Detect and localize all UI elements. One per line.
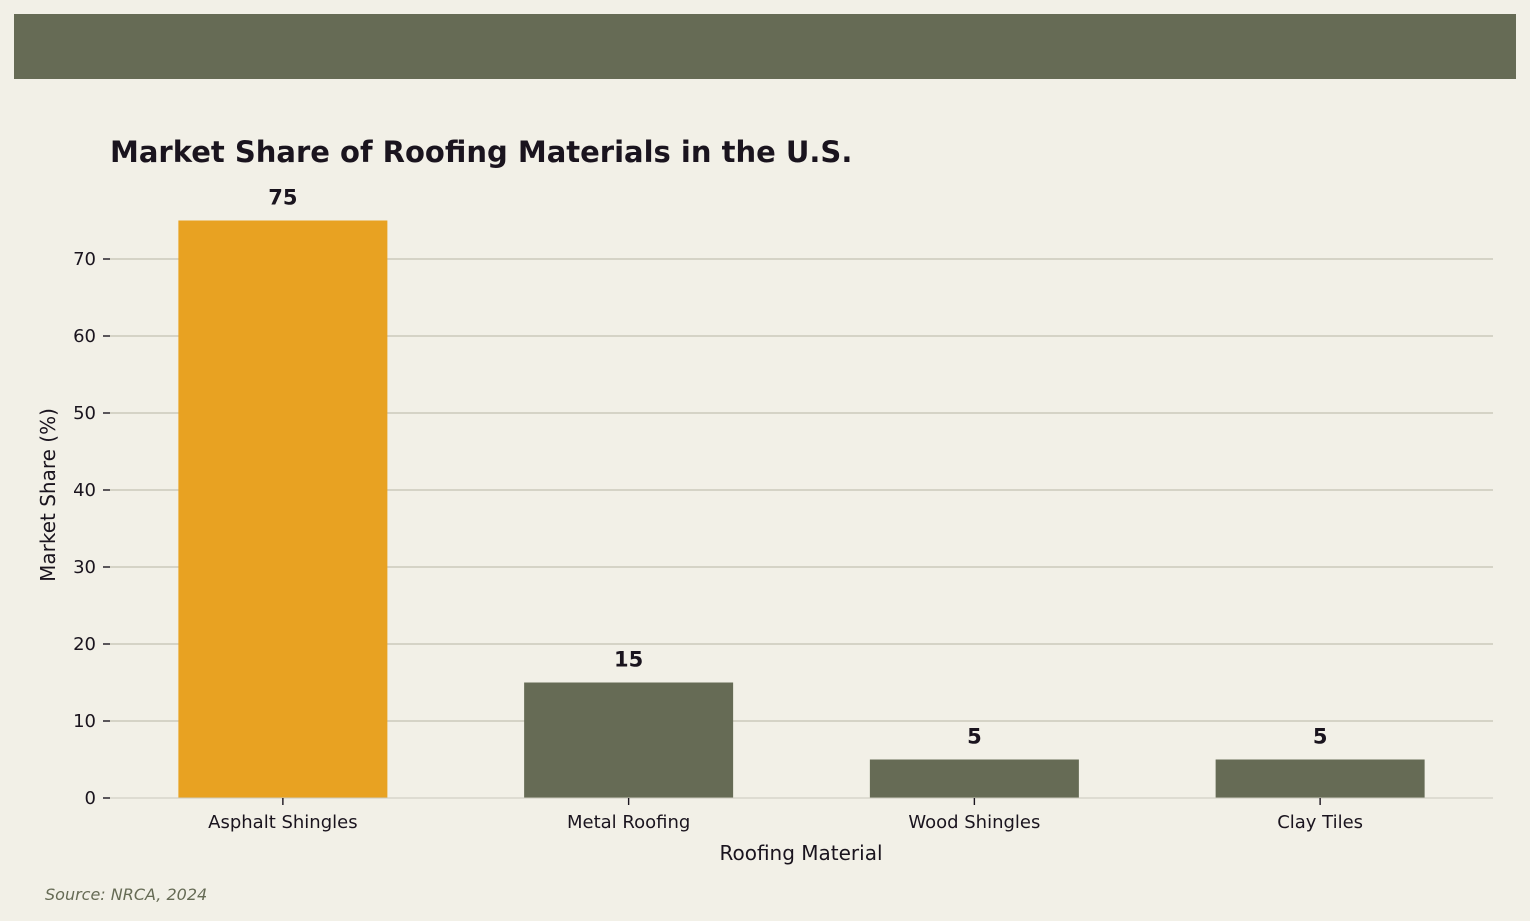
x-tick-label: Asphalt Shingles — [208, 812, 357, 833]
y-tick-label: 0 — [85, 788, 96, 809]
data-label: 5 — [1313, 725, 1328, 749]
x-tick-label: Metal Roofing — [567, 812, 690, 833]
y-tick-label: 50 — [73, 403, 96, 424]
x-axis-label: Roofing Material — [719, 841, 882, 865]
y-tick-label: 70 — [73, 249, 96, 270]
chart-title: Market Share of Roofing Materials in the… — [110, 135, 852, 169]
data-labels: 75 15 5 5 — [268, 186, 1327, 749]
y-tick-label: 40 — [73, 480, 96, 501]
bar — [524, 682, 734, 798]
y-axis-label: Market Share (%) — [36, 408, 60, 582]
bars — [178, 220, 1425, 798]
y-tick-label: 20 — [73, 634, 96, 655]
header-band — [14, 14, 1516, 79]
x-tick-label: Wood Shingles — [908, 812, 1040, 833]
bar — [178, 220, 388, 798]
bar — [1215, 759, 1425, 798]
x-tick-label: Clay Tiles — [1277, 812, 1363, 833]
data-label: 5 — [967, 725, 982, 749]
data-label: 75 — [268, 186, 297, 210]
data-label: 15 — [614, 648, 643, 672]
source-note: Source: NRCA, 2024 — [45, 885, 208, 904]
axes: 0 10 20 30 40 50 60 70 Asphalt Shingles Metal Roo… — [73, 249, 1493, 833]
y-tick-label: 10 — [73, 711, 96, 732]
y-tick-label: 30 — [73, 557, 96, 578]
y-tick-label: 60 — [73, 326, 96, 347]
bar — [869, 759, 1079, 798]
